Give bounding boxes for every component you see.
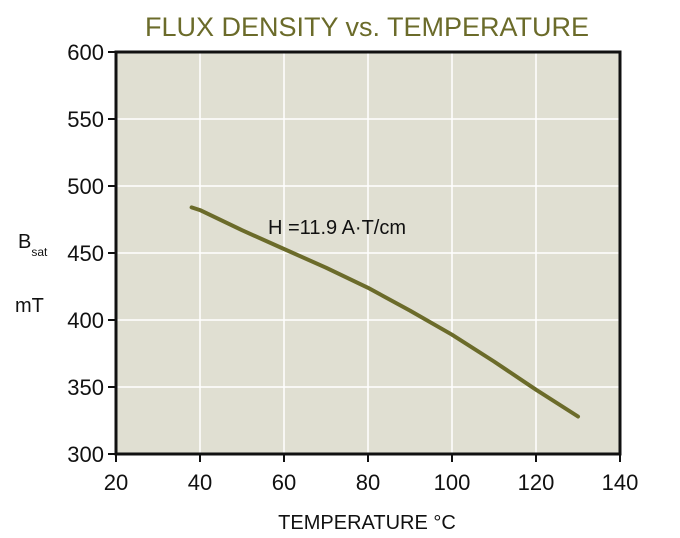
- chart-title: FLUX DENSITY vs. TEMPERATURE: [145, 12, 589, 42]
- x-tick-label: 120: [518, 470, 555, 495]
- y-tick-label: 450: [67, 241, 104, 266]
- x-tick-label: 40: [188, 470, 212, 495]
- x-tick-label: 80: [356, 470, 380, 495]
- y-axis-symbol: B: [18, 231, 31, 253]
- x-tick-label: 60: [272, 470, 296, 495]
- y-axis-subscript: sat: [31, 245, 48, 259]
- y-tick-label: 550: [67, 107, 104, 132]
- x-axis-label: TEMPERATURE °C: [278, 512, 456, 534]
- y-tick-label: 400: [67, 308, 104, 333]
- series-line: [189, 205, 580, 419]
- y-axis-unit: mT: [15, 295, 44, 317]
- x-tick-label: 100: [434, 470, 471, 495]
- plot-frame: [114, 50, 622, 456]
- x-tick-label: 140: [602, 470, 639, 495]
- y-tick-label: 350: [67, 375, 104, 400]
- y-axis-label: Bsat: [18, 231, 48, 259]
- curve-annotation: H =11.9 A·T/cm: [268, 217, 406, 239]
- y-tick-label: 500: [67, 174, 104, 199]
- axis-ticks: 20 40 60 80 100 120 140 300 350 400 450 500 550 600: [67, 40, 638, 495]
- y-tick-label: 600: [67, 40, 104, 65]
- y-tick-label: 300: [67, 442, 104, 467]
- x-tick-label: 20: [104, 470, 128, 495]
- grid-lines: [116, 52, 620, 454]
